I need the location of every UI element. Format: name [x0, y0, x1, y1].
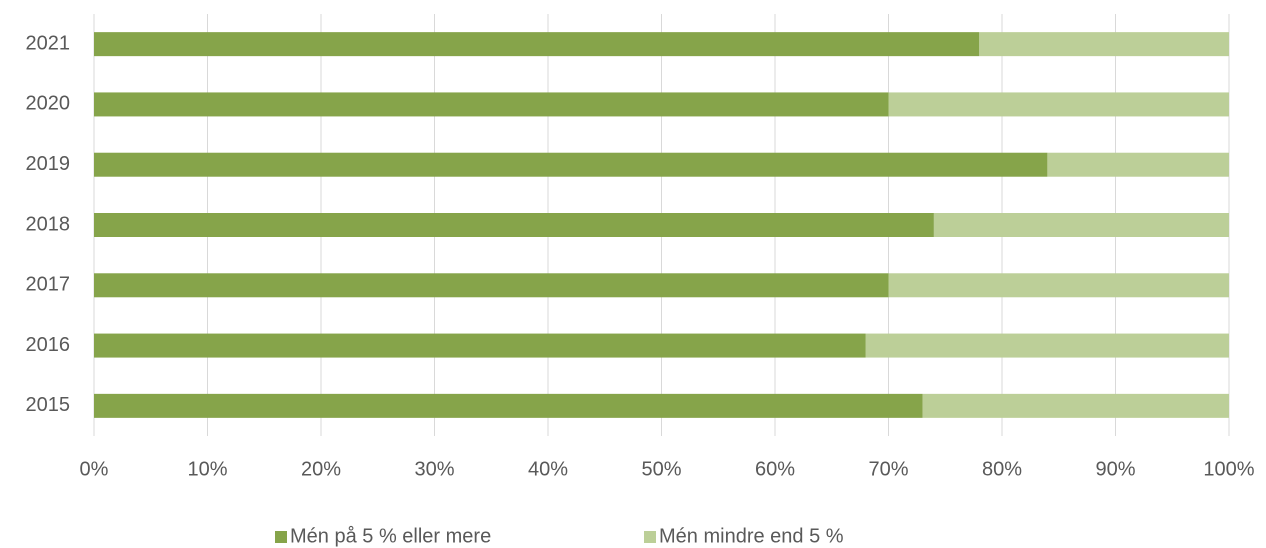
x-tick-label: 40%: [528, 458, 568, 480]
legend-swatch: [275, 531, 287, 543]
x-tick-label: 80%: [982, 458, 1022, 480]
bar-segment: [922, 393, 1229, 418]
bar-segment: [94, 213, 934, 237]
y-tick-label: 2019: [26, 153, 71, 175]
bar-segment: [94, 393, 923, 418]
legend-label: Mén på 5 % eller mere: [290, 525, 491, 547]
bar-segment: [979, 32, 1229, 57]
bar-segment: [94, 152, 1048, 177]
x-tick-label: 60%: [755, 458, 795, 480]
bar-segment: [1047, 152, 1229, 177]
y-tick-label: 2018: [26, 213, 71, 235]
x-tick-label: 100%: [1203, 458, 1254, 480]
y-tick-label: 2016: [26, 334, 71, 356]
bar-segment: [865, 333, 1229, 358]
x-tick-label: 50%: [641, 458, 681, 480]
x-tick-label: 30%: [414, 458, 454, 480]
x-tick-label: 70%: [868, 458, 908, 480]
y-tick-label: 2017: [26, 274, 71, 296]
x-tick-label: 0%: [80, 458, 109, 480]
bar-segment: [94, 273, 889, 298]
y-tick-label: 2021: [26, 32, 71, 54]
legend-swatch: [644, 531, 656, 543]
bar-segment: [94, 32, 980, 57]
bar-segment: [888, 273, 1229, 298]
x-tick-label: 90%: [1095, 458, 1135, 480]
y-tick-label: 2015: [26, 394, 71, 416]
y-tick-label: 2020: [26, 93, 71, 115]
bar-segment: [933, 213, 1229, 237]
bar-segment: [94, 92, 889, 117]
x-tick-label: 20%: [301, 458, 341, 480]
x-tick-label: 10%: [187, 458, 227, 480]
bar-segment: [888, 92, 1229, 117]
bar-segment: [94, 333, 866, 358]
legend-label: Mén mindre end 5 %: [659, 525, 844, 547]
